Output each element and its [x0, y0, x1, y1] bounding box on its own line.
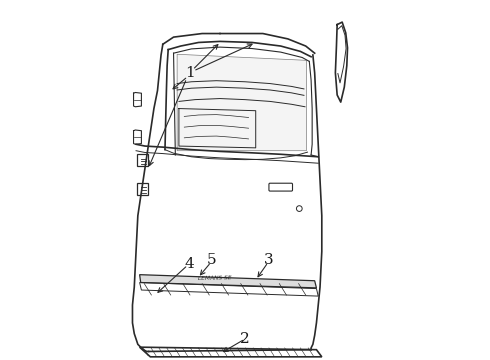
Polygon shape — [140, 275, 317, 288]
Text: 5: 5 — [206, 253, 216, 267]
FancyBboxPatch shape — [137, 154, 148, 166]
FancyBboxPatch shape — [269, 183, 293, 191]
Text: 4: 4 — [185, 257, 195, 271]
Text: 1: 1 — [185, 66, 195, 80]
Polygon shape — [177, 54, 306, 151]
FancyBboxPatch shape — [137, 183, 148, 195]
Text: 3: 3 — [264, 253, 273, 267]
Text: LEMANS SE: LEMANS SE — [198, 276, 231, 282]
Text: 2: 2 — [240, 332, 250, 346]
